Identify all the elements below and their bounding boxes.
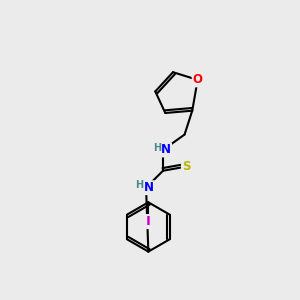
Text: O: O	[193, 74, 202, 86]
Text: N: N	[144, 181, 154, 194]
Text: N: N	[161, 143, 171, 157]
Text: H: H	[135, 180, 143, 190]
Text: I: I	[146, 215, 151, 228]
Text: S: S	[182, 160, 190, 173]
Text: H: H	[153, 143, 161, 153]
